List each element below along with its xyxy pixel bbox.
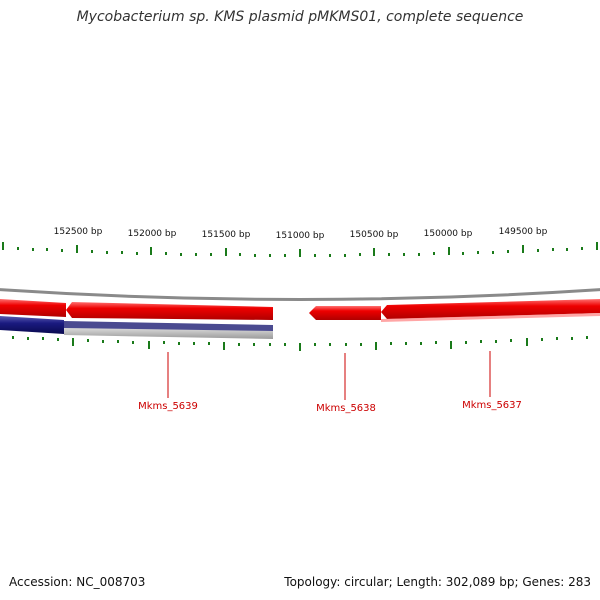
tick-label: 149500 bp bbox=[499, 227, 548, 237]
tick-label: 152000 bp bbox=[128, 229, 177, 239]
tick-label: 151500 bp bbox=[202, 230, 251, 240]
tick-labels: 152500 bp 152000 bp 151500 bp 151000 bp … bbox=[54, 227, 548, 241]
gene-arrow-mkms-5638[interactable] bbox=[309, 306, 381, 320]
gene-arrow-reverse-partial[interactable] bbox=[0, 316, 64, 334]
gene-label[interactable]: Mkms_5638 bbox=[316, 403, 376, 414]
gene-shadow bbox=[381, 313, 600, 322]
gene-label-leaders bbox=[167, 351, 491, 400]
forward-strand-genes bbox=[0, 299, 600, 322]
sequence-summary: Topology: circular; Length: 302,089 bp; … bbox=[284, 575, 591, 589]
tick-label: 150000 bp bbox=[424, 229, 473, 239]
gene-arrow-mkms-5637[interactable] bbox=[381, 299, 600, 319]
gene-label[interactable]: Mkms_5639 bbox=[138, 401, 198, 412]
gene-arrow-reverse-body[interactable] bbox=[64, 321, 273, 331]
reverse-strand-genes bbox=[0, 316, 273, 339]
accession-text: Accession: NC_008703 bbox=[9, 575, 146, 589]
map-title: Mycobacterium sp. KMS plasmid pMKMS01, c… bbox=[76, 9, 524, 25]
plasmid-backbone bbox=[0, 288, 600, 301]
upper-tick-row bbox=[2, 242, 598, 257]
gene-labels: Mkms_5639 Mkms_5638 Mkms_5637 bbox=[138, 400, 522, 414]
lower-tick-row bbox=[12, 336, 588, 351]
gene-label[interactable]: Mkms_5637 bbox=[462, 400, 522, 411]
gene-arrow-mkms-5639[interactable] bbox=[66, 302, 273, 320]
gene-arrow-left-partial[interactable] bbox=[0, 299, 66, 317]
tick-label: 151000 bp bbox=[276, 231, 325, 241]
tick-label: 150500 bp bbox=[350, 230, 399, 240]
tick-label: 152500 bp bbox=[54, 227, 103, 237]
